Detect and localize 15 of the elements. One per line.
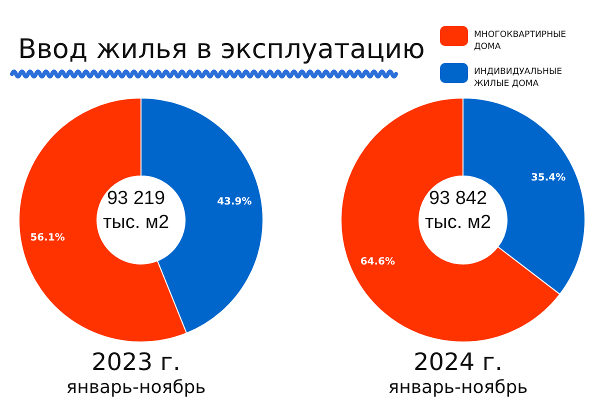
text: 93 842 (428, 188, 488, 209)
data-label: 64.6% (360, 256, 396, 268)
data-label: 56.1% (30, 232, 65, 244)
legend-label: МНОГОКВАРТИРНЫЕ ДОМА (474, 29, 568, 53)
text: тыс. м2 (102, 212, 170, 233)
legend-label: ИНДИВИДУАЛЬНЫЕ ЖИЛЫЕ ДОМА (474, 66, 564, 90)
text: январь-ноябрь (65, 377, 207, 398)
data-label: 35.4% (530, 172, 566, 184)
data-label: 43.9% (217, 196, 252, 208)
text: 2023 г. (90, 348, 182, 376)
chart-title: Ввод жилья в эксплуатацию (18, 34, 425, 65)
text: январь-ноябрь (387, 377, 529, 398)
text: 93 219 (106, 188, 166, 209)
text: 2024 г. (412, 348, 504, 376)
text: тыс. м2 (424, 212, 492, 233)
